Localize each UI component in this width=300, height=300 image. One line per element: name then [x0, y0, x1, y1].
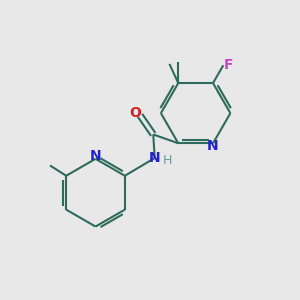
- Text: H: H: [162, 154, 172, 167]
- Text: N: N: [149, 151, 161, 165]
- Text: F: F: [224, 58, 233, 72]
- Text: O: O: [129, 106, 141, 120]
- Text: N: N: [90, 149, 101, 164]
- Text: N: N: [207, 139, 219, 153]
